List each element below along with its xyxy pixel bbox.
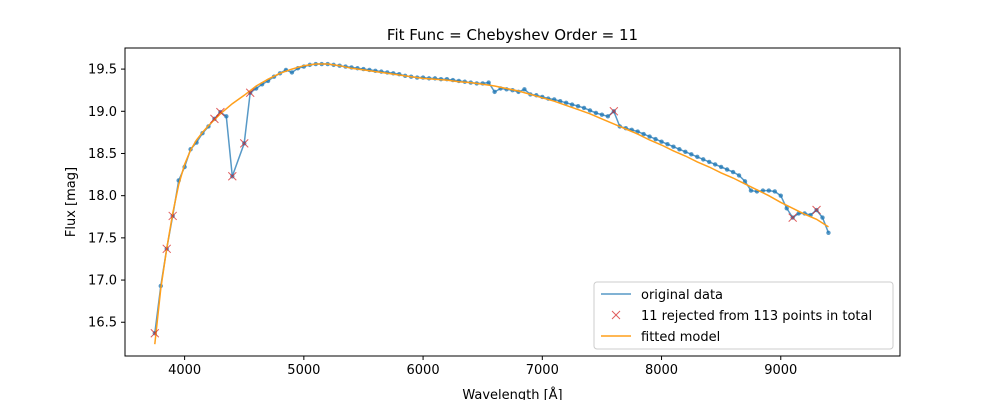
original-data-point — [724, 167, 730, 172]
rejected-point-marker — [609, 106, 619, 116]
x-axis-label: Wavelength [Å] — [462, 387, 562, 400]
original-data-point — [659, 139, 664, 144]
x-tick-label: 6000 — [407, 363, 440, 378]
original-data-point — [605, 114, 611, 119]
x-tick-label: 7000 — [526, 363, 559, 378]
original-data-point — [736, 173, 742, 178]
rejected-point-marker — [812, 205, 821, 215]
original-data-point — [599, 112, 605, 117]
original-data-point — [492, 89, 497, 95]
y-axis-label: Flux [mag] — [64, 167, 79, 237]
legend-label-fitted-model: fitted model — [641, 330, 720, 345]
y-tick-label: 19.0 — [88, 105, 117, 120]
original-data-point — [695, 154, 700, 160]
original-data-point — [665, 141, 670, 147]
original-data-point — [701, 157, 706, 162]
legend-rejected-marker — [611, 310, 621, 320]
y-tick-label: 17.0 — [88, 274, 117, 289]
original-data-point — [671, 144, 676, 149]
original-data-point — [575, 104, 581, 109]
y-tick-label: 18.5 — [88, 147, 117, 162]
fitted-model-line — [154, 63, 829, 345]
chart-title: Fit Func = Chebyshev Order = 11 — [387, 26, 638, 44]
y-tick-label: 19.5 — [88, 63, 117, 78]
legend-label-original-data: original data — [641, 288, 723, 303]
y-tick-label: 18.0 — [88, 189, 117, 204]
original-data-point — [593, 110, 599, 116]
y-tick-label: 17.5 — [88, 231, 117, 246]
original-data-point — [522, 87, 527, 92]
x-tick-label: 9000 — [764, 363, 797, 378]
original-data-point — [647, 134, 652, 139]
original-data-point — [563, 100, 569, 106]
original-data-point — [587, 108, 593, 113]
original-data-point — [784, 206, 789, 211]
rejected-point-marker — [788, 213, 798, 222]
rejected-point-marker — [168, 211, 178, 221]
original-data-point — [677, 147, 682, 152]
legend-box — [593, 281, 894, 350]
original-data-point — [653, 136, 658, 142]
original-data-point — [683, 149, 688, 154]
original-data-point — [778, 193, 783, 198]
original-data-point — [766, 188, 772, 193]
legend: original data 11 rejected from 113 point… — [593, 281, 894, 350]
rejected-point-marker — [150, 328, 160, 338]
y-tick-label: 16.5 — [88, 316, 117, 331]
original-data-point — [730, 169, 736, 175]
rejected-point-marker — [216, 107, 225, 117]
original-data-point — [689, 152, 694, 157]
plot-area — [124, 47, 901, 357]
rejected-point-marker — [162, 244, 172, 254]
x-tick-label: 8000 — [645, 363, 678, 378]
original-data-point — [224, 114, 229, 119]
original-data-point — [826, 230, 831, 235]
legend-label-rejected: 11 rejected from 113 points in total — [641, 309, 872, 324]
original-data-point — [289, 70, 295, 75]
rejected-point-marker — [239, 138, 249, 148]
original-data-point — [748, 188, 754, 193]
series-layer — [150, 61, 831, 345]
original-data-point — [707, 159, 712, 165]
rejected-point-marker — [245, 88, 255, 98]
rejected-point-marker — [227, 171, 237, 181]
original-data-point — [635, 129, 640, 134]
original-data-point — [581, 105, 587, 111]
x-tick-label: 4000 — [168, 363, 201, 378]
original-data-point — [742, 179, 748, 184]
original-data-point — [641, 131, 646, 137]
rejected-point-marker — [210, 114, 219, 124]
original-data-point — [486, 80, 491, 85]
original-data-point — [718, 164, 724, 170]
axis-ticks: 4000 5000 6000 7000 8000 9000 16.5 17.0 17.5 18.0… — [88, 63, 797, 378]
original-data-point — [820, 215, 825, 220]
original-data-point — [712, 162, 718, 167]
original-data-point — [772, 189, 778, 194]
original-data-point — [569, 102, 575, 107]
x-tick-label: 5000 — [287, 363, 320, 378]
